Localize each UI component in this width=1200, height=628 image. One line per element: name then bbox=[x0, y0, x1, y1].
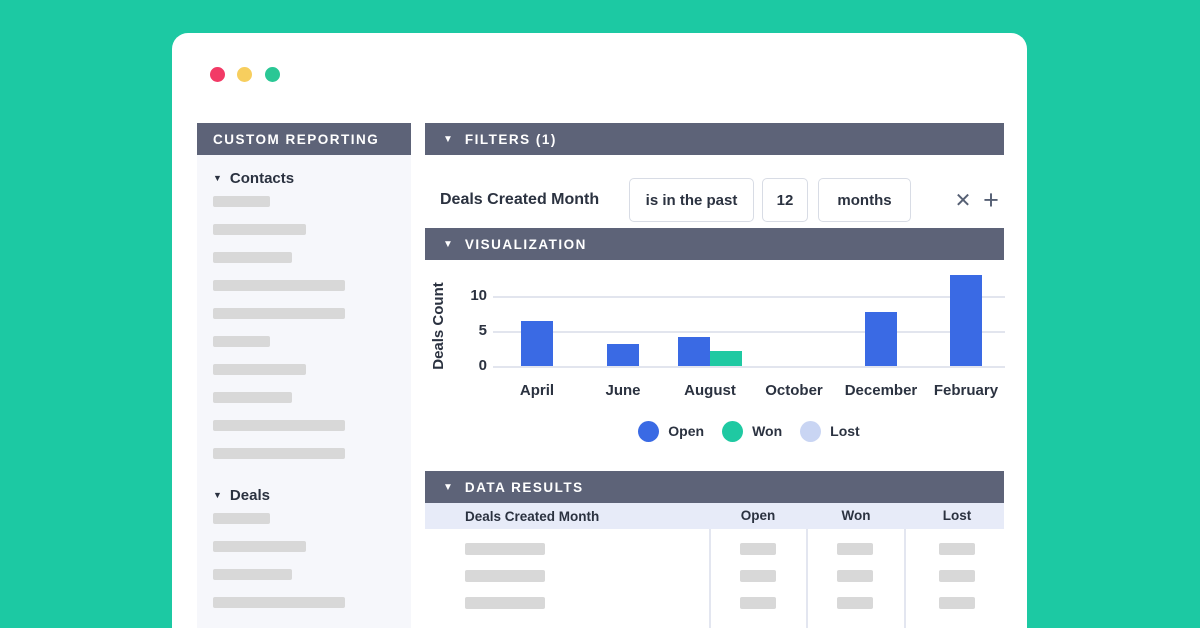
x-tick-label-august: August bbox=[684, 382, 736, 399]
sidebar-field-placeholder[interactable] bbox=[213, 252, 292, 263]
legend-item-open[interactable]: Open bbox=[638, 420, 705, 442]
x-tick-label-december: December bbox=[844, 382, 918, 399]
chevron-down-icon: ▼ bbox=[213, 490, 222, 500]
legend-dot-icon bbox=[638, 420, 660, 442]
column-header-lost: Lost bbox=[942, 508, 972, 523]
legend-dot-icon bbox=[800, 420, 822, 442]
bar-august-open bbox=[678, 337, 710, 366]
sidebar-section-contacts[interactable]: ▼ Contacts bbox=[213, 169, 295, 187]
x-tick-label-june: June bbox=[605, 382, 641, 399]
chart-legend: Open Won Lost bbox=[493, 416, 1005, 446]
cell-open-placeholder bbox=[739, 570, 776, 582]
x-tick-label-april: April bbox=[519, 382, 555, 399]
sidebar-field-placeholder[interactable] bbox=[213, 308, 345, 319]
data-results-title: DATA RESULTS bbox=[464, 479, 584, 495]
bar-june-open bbox=[607, 344, 639, 366]
add-filter-icon[interactable]: + bbox=[983, 184, 999, 215]
cell-won-placeholder bbox=[837, 570, 873, 582]
cell-lost-placeholder bbox=[939, 597, 975, 609]
column-header-month: Deals Created Month bbox=[465, 508, 600, 524]
filters-section-header[interactable]: ▼ FILTERS (1) bbox=[425, 123, 1004, 155]
sidebar-field-placeholder[interactable] bbox=[213, 448, 345, 459]
visualization-section-header[interactable]: ▼ VISUALIZATION bbox=[425, 228, 1004, 260]
chevron-down-icon: ▼ bbox=[443, 238, 453, 250]
sidebar-field-placeholder[interactable] bbox=[213, 513, 270, 524]
gridline-y10 bbox=[493, 296, 1005, 298]
legend-label: Open bbox=[668, 423, 705, 439]
sidebar-field-placeholder[interactable] bbox=[213, 569, 292, 580]
filter-field-label: Deals Created Month bbox=[440, 191, 600, 208]
cell-open-placeholder bbox=[739, 543, 776, 555]
sidebar-field-placeholder[interactable] bbox=[213, 364, 306, 375]
gridline-y5 bbox=[493, 331, 1005, 333]
legend-label: Lost bbox=[830, 423, 860, 439]
sidebar-field-placeholder[interactable] bbox=[213, 392, 292, 403]
cell-open-placeholder bbox=[739, 597, 776, 609]
column-header-open: Open bbox=[740, 508, 776, 523]
table-column-divider bbox=[806, 529, 808, 628]
gridline-y0 bbox=[493, 366, 1005, 368]
filter-operator-select[interactable]: is in the past bbox=[629, 178, 754, 222]
chevron-down-icon: ▼ bbox=[443, 481, 453, 493]
x-tick-label-february: February bbox=[933, 382, 999, 399]
sidebar-section-deals[interactable]: ▼ Deals bbox=[213, 486, 270, 504]
legend-dot-icon bbox=[722, 420, 744, 442]
bar-april-open bbox=[521, 321, 553, 366]
bar-february-open bbox=[950, 275, 982, 366]
cell-month-placeholder bbox=[465, 570, 545, 582]
x-tick-label-october: October bbox=[765, 382, 823, 399]
filter-value-input[interactable]: 12 bbox=[762, 178, 808, 222]
table-column-divider bbox=[904, 529, 906, 628]
sidebar-title: CUSTOM REPORTING bbox=[213, 131, 380, 147]
cell-won-placeholder bbox=[837, 543, 873, 555]
chevron-down-icon: ▼ bbox=[443, 133, 453, 145]
bar-december-open bbox=[865, 312, 897, 366]
column-header-won: Won bbox=[841, 508, 871, 523]
app-window: CUSTOM REPORTING ▼ Contacts ▼ Deals ▼ FILTE… bbox=[172, 33, 1027, 628]
sidebar-field-placeholder[interactable] bbox=[213, 224, 306, 235]
cell-lost-placeholder bbox=[939, 570, 975, 582]
cell-month-placeholder bbox=[465, 597, 545, 609]
window-minimize-dot[interactable] bbox=[237, 67, 252, 82]
sidebar-field-list: ▼ Contacts ▼ Deals bbox=[197, 155, 411, 628]
visualization-title: VISUALIZATION bbox=[464, 236, 587, 252]
sidebar-header: CUSTOM REPORTING bbox=[197, 123, 411, 155]
legend-label: Won bbox=[752, 423, 783, 439]
window-expand-dot[interactable] bbox=[265, 67, 280, 82]
sidebar-field-placeholder[interactable] bbox=[213, 541, 306, 552]
cell-lost-placeholder bbox=[939, 543, 975, 555]
data-results-section-header[interactable]: ▼ DATA RESULTS bbox=[425, 471, 1004, 503]
table-column-divider bbox=[709, 529, 711, 628]
sidebar-field-placeholder[interactable] bbox=[213, 196, 270, 207]
bar-august-won bbox=[710, 351, 742, 366]
y-axis-label: Deals Count bbox=[430, 282, 447, 370]
results-table-header: Deals Created Month Open Won Lost bbox=[425, 503, 1004, 529]
sidebar-field-placeholder[interactable] bbox=[213, 420, 345, 431]
filter-unit-select[interactable]: months bbox=[818, 178, 911, 222]
cell-month-placeholder bbox=[465, 543, 545, 555]
cell-won-placeholder bbox=[837, 597, 873, 609]
filters-title: FILTERS (1) bbox=[464, 131, 557, 147]
sidebar-field-placeholder[interactable] bbox=[213, 597, 345, 608]
chevron-down-icon: ▼ bbox=[213, 173, 222, 183]
sidebar-field-placeholder[interactable] bbox=[213, 336, 270, 347]
remove-filter-icon[interactable]: ✕ bbox=[954, 189, 972, 212]
window-close-dot[interactable] bbox=[210, 67, 225, 82]
legend-item-lost[interactable]: Lost bbox=[800, 420, 860, 442]
legend-item-won[interactable]: Won bbox=[722, 420, 783, 442]
sidebar-field-placeholder[interactable] bbox=[213, 280, 345, 291]
